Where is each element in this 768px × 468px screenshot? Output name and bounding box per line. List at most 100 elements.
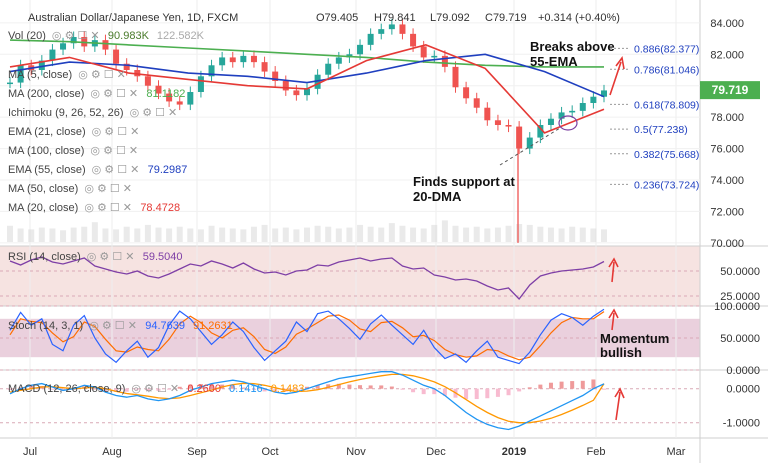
volume-bar: [123, 226, 130, 242]
indicator-legend-label: Vol (20): [8, 30, 46, 42]
volume-bar: [325, 226, 332, 242]
macd-histogram-bar: [114, 388, 119, 392]
price-candle-body: [144, 76, 151, 86]
macd-histogram-bar: [326, 384, 331, 389]
macd-histogram-bar: [103, 388, 108, 392]
volume-bar: [187, 228, 194, 242]
stoch-d-line: [9, 311, 605, 361]
ma-series-line: [9, 53, 605, 98]
last-price-badge: [700, 81, 760, 100]
volume-bar: [526, 224, 533, 242]
rsi-line: [9, 256, 605, 300]
macd-histogram-bar: [188, 384, 193, 389]
price-candle-body: [229, 57, 236, 63]
price-candle-body: [335, 57, 342, 64]
price-candle-body: [325, 63, 332, 75]
macd-histogram-bar: [241, 387, 246, 389]
macd-line: [9, 371, 605, 431]
price-tick-label: 84.000: [710, 18, 744, 30]
volume-bar: [516, 224, 523, 242]
indicator-legend-label: EMA (55, close): [8, 164, 86, 176]
macd-histogram-bar: [527, 387, 532, 389]
legend-controls-icon: ◎ ⚙ ☐ ✕: [52, 30, 100, 42]
macd-histogram-bar: [124, 388, 129, 392]
price-tick-label: 82.000: [710, 49, 744, 61]
price-candle-body: [155, 85, 162, 94]
volume-bar: [399, 225, 406, 242]
price-candle-body: [17, 65, 24, 83]
macd-histogram-bar: [50, 388, 55, 390]
volume-bar: [91, 222, 98, 242]
volume-bar: [420, 228, 427, 242]
ohlc-open: O79.405: [316, 12, 358, 24]
ohlc-change: +0.314 (+0.40%): [538, 12, 620, 24]
price-candle-body: [60, 43, 67, 50]
macd-histogram-bar: [336, 383, 341, 389]
indicator-legend-label: Ichimoku (9, 26, 52, 26): [8, 107, 124, 119]
macd-histogram-bar: [315, 385, 320, 389]
macd-histogram-bar: [580, 380, 585, 389]
price-candle-body: [197, 76, 204, 92]
price-tick-label: 78.000: [710, 112, 744, 124]
price-tick-label: 74.000: [710, 175, 744, 187]
macd-histogram-bar: [442, 388, 447, 396]
volume-bar: [28, 229, 35, 242]
legend-controls-icon: ◎ ⚙ ☐ ✕: [84, 202, 132, 214]
price-candle-body: [516, 126, 523, 149]
macd-histogram-bar: [135, 388, 140, 390]
volume-bar: [304, 227, 310, 242]
legend-controls-icon: ◎ ⚙ ☐ ✕: [92, 126, 140, 138]
macd-histogram-bar: [474, 388, 479, 400]
price-candle-body: [123, 63, 130, 70]
price-candle-body: [378, 29, 385, 34]
volume-bar: [431, 224, 438, 242]
volume-bar: [293, 229, 300, 242]
legend-controls-icon: ◎ ⚙ ☐ ✕: [84, 183, 132, 195]
price-candle-body: [484, 107, 491, 121]
fib-level-label: 0.5(77.238): [634, 124, 688, 136]
macd-histogram-bar: [570, 381, 575, 389]
volume-bar: [378, 227, 385, 242]
macd-histogram-bar: [548, 382, 553, 389]
volume-bar: [7, 225, 13, 242]
volume-bar: [250, 226, 257, 242]
volume-bar: [70, 227, 77, 242]
indicator-legend-value: 78.4728: [140, 202, 180, 214]
macd-histogram-bar: [464, 388, 469, 400]
volume-bar: [346, 227, 353, 242]
macd-histogram-bar: [156, 388, 161, 391]
volume-bar: [357, 224, 364, 242]
price-candle-body: [250, 55, 257, 63]
rsi-tick-label: 25.0000: [720, 291, 760, 303]
volume-bar: [261, 224, 268, 242]
price-candle-body: [601, 90, 607, 97]
volume-bar: [60, 230, 67, 242]
price-candle-body: [134, 70, 141, 77]
price-candle-body: [166, 93, 173, 102]
volume-bar: [282, 227, 289, 242]
macd-histogram-bar: [559, 381, 564, 389]
volume-bar: [590, 228, 597, 242]
macd-tick-label: 0.0000: [726, 384, 760, 396]
legend-controls-icon: ◎ ⚙ ☐ ✕: [130, 107, 178, 119]
indicator-legend-value: 81.1182: [146, 88, 185, 100]
annotation-breaks-line1: Breaks above: [530, 39, 615, 54]
price-tick-label: 70.000: [710, 238, 744, 250]
price-candle-body: [261, 62, 268, 72]
macd-histogram-bar: [262, 388, 267, 392]
annotation-momentum-line2: bullish: [600, 345, 642, 360]
macd-histogram-bar: [358, 385, 363, 389]
stoch-tick-label: 0.0000: [726, 365, 760, 377]
legend-controls-icon: ◎ ⚙ ☐ ✕: [90, 88, 138, 100]
macd-histogram-bar: [411, 388, 416, 393]
arrow-stoch: [608, 308, 619, 331]
stoch-tick-label: 100.0000: [714, 301, 760, 313]
legend-controls-icon: ◎ ⚙ ☐ ✕: [131, 383, 179, 395]
legend-controls-icon: ◎ ⚙ ☐ ✕: [78, 69, 126, 81]
macd-histogram-bar: [294, 388, 299, 390]
price-candle-body: [176, 101, 183, 105]
indicator-legend-label: MA (5, close): [8, 69, 72, 81]
volume-bar: [102, 228, 109, 242]
volume-bar: [197, 229, 204, 242]
volume-bar: [49, 228, 56, 242]
